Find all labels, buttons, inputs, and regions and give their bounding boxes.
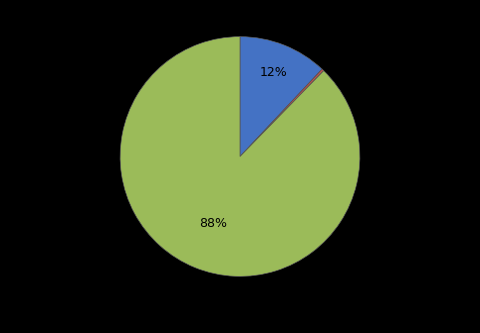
Wedge shape [120,37,360,276]
Text: 12%: 12% [259,66,287,79]
Wedge shape [240,37,322,157]
Wedge shape [240,69,324,157]
Text: 88%: 88% [199,217,227,230]
